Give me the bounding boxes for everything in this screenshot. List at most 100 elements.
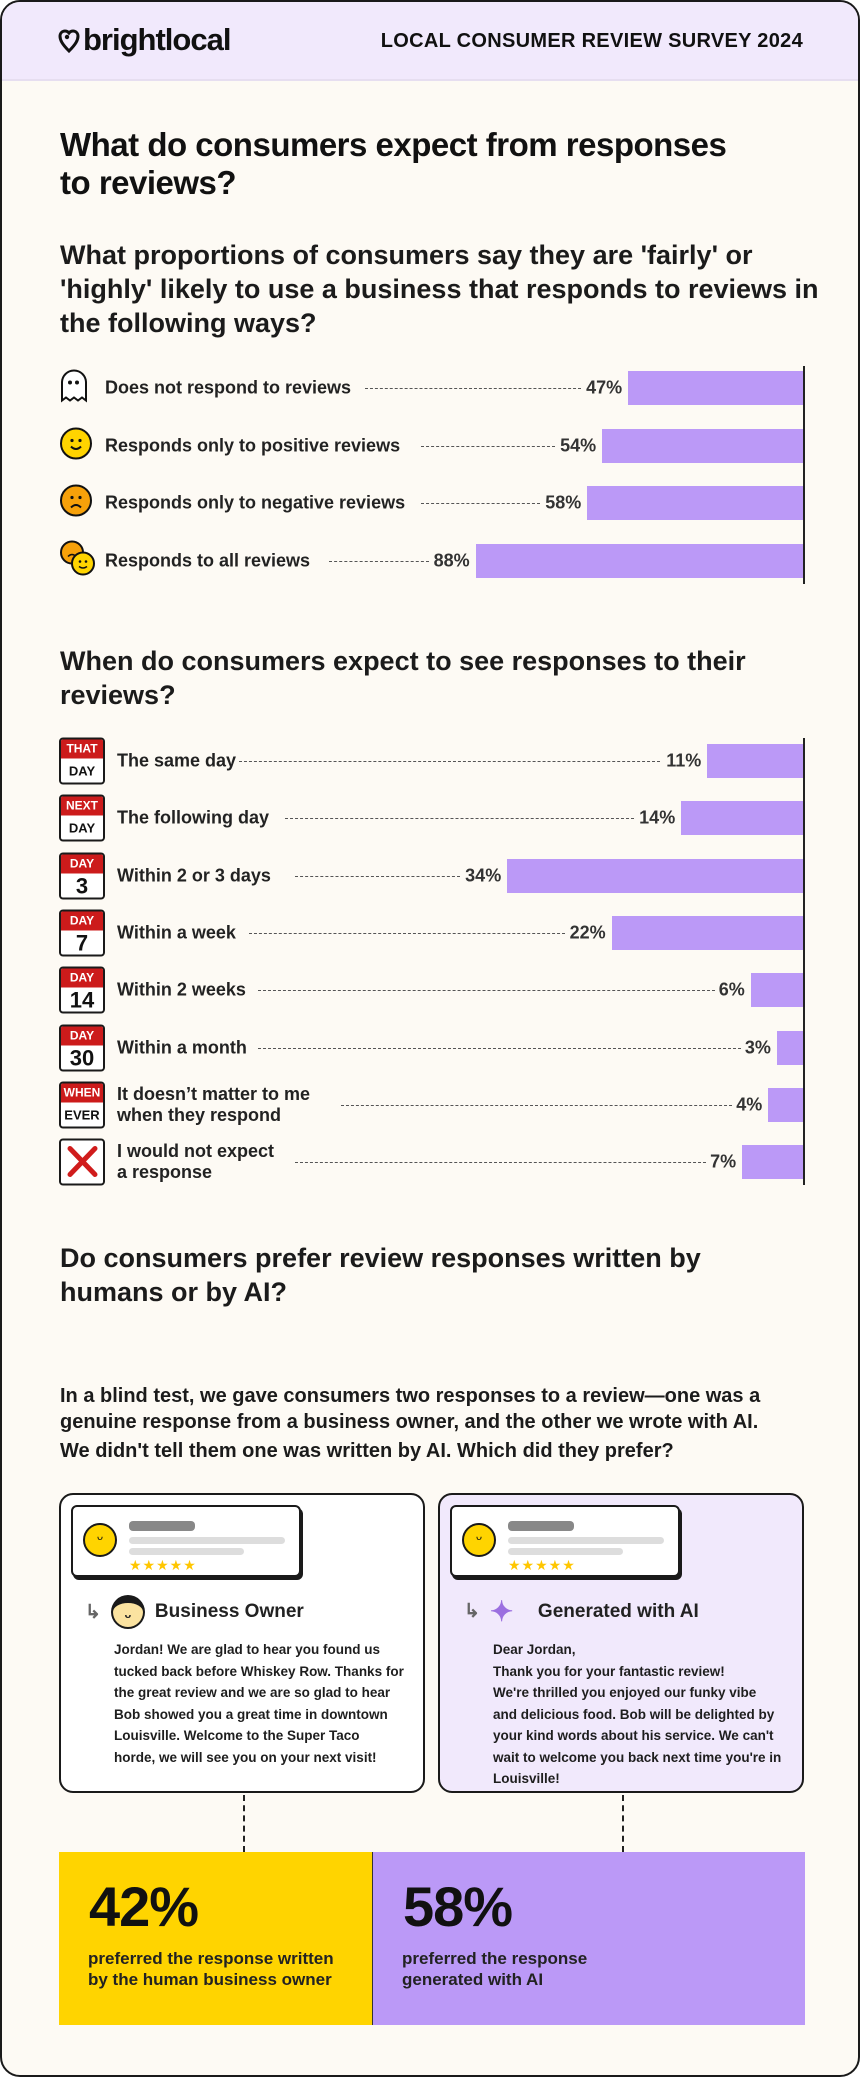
- row-label: Responds to all reviews: [105, 551, 310, 572]
- bar: [628, 371, 803, 405]
- row-label: Does not respond to reviews: [105, 378, 351, 399]
- calendar-icon: DAY 7: [59, 909, 105, 957]
- frowning-face-icon: [59, 484, 93, 523]
- row-label: I would not expect a response: [117, 1141, 274, 1183]
- reply-arrow-icon: ↳: [464, 1601, 480, 1622]
- calendar-icon: DAY 3: [59, 852, 105, 900]
- chart-row: NEXT DAY The following day 14%: [2, 794, 858, 842]
- human-caption: preferred the response written by the hu…: [88, 1949, 334, 1989]
- response-header: ↳ ✦ Generated with AI: [464, 1595, 699, 1628]
- placeholder-line: [508, 1521, 574, 1531]
- row-label-line: Within 2 or 3 days: [117, 865, 271, 886]
- mixed-faces-icon: [59, 540, 97, 583]
- business-owner-card: ᵕ ★★★★★ ↳ ᵕ Business Owner Jordan! We ar…: [59, 1493, 425, 1793]
- calendar-box: NEXT DAY: [59, 794, 105, 842]
- calendar-top-text: NEXT: [61, 796, 103, 816]
- value-label: 3%: [744, 1037, 771, 1057]
- row-label-line: a response: [117, 1162, 213, 1183]
- calendar-box: DAY 3: [59, 852, 105, 900]
- row-label: Within 2 weeks: [117, 980, 246, 1001]
- main-heading: What do consumers expect from responses …: [60, 126, 727, 201]
- leader-line: [420, 445, 556, 447]
- row-label-line: when they respond: [117, 1104, 282, 1125]
- value-label: 14%: [639, 807, 676, 828]
- calendar-top-text: WHEN: [61, 1083, 103, 1103]
- calendar-top-text: DAY: [61, 1026, 103, 1045]
- ghost-icon: [59, 369, 89, 408]
- calendar-top-text: DAY: [61, 968, 103, 988]
- row-label-line: Responds only to negative reviews: [105, 492, 406, 513]
- leader-line: [420, 503, 541, 505]
- value-label: 54%: [560, 435, 597, 456]
- row-label-line: Within a week: [117, 922, 236, 943]
- bar: [587, 486, 803, 521]
- row-label: The following day: [117, 808, 269, 829]
- row-label-line: The following day: [117, 807, 269, 828]
- row-label-line: Within a month: [117, 1037, 247, 1057]
- business-owner-avatar-icon: ᵕ: [110, 1595, 145, 1629]
- axis-line: [803, 366, 805, 584]
- calendar-bottom-text: 3: [75, 873, 89, 899]
- calendar-box: DAY 30: [59, 1024, 105, 1071]
- row-label: Within a month: [117, 1037, 247, 1058]
- bar: [768, 1087, 803, 1122]
- placeholder-line: [508, 1537, 664, 1544]
- leader-line: [365, 388, 582, 389]
- row-label-line: Responds only to positive reviews: [105, 435, 401, 456]
- leader-line: [328, 561, 429, 563]
- ai-question: We didn't tell them one was written by A…: [60, 1440, 674, 1462]
- star-rating: ★★★★★: [129, 1557, 197, 1573]
- location-heart-icon: [58, 29, 80, 53]
- calendar-icon: THAT DAY: [59, 737, 105, 785]
- ai-section-heading: Do consumers prefer review responses wri…: [60, 1243, 701, 1307]
- review-preview: ᵕ ★★★★★: [71, 1505, 301, 1577]
- value-label: 88%: [433, 550, 470, 571]
- calendar-top-text: THAT: [61, 739, 103, 759]
- value-label: 11%: [666, 750, 702, 771]
- bar: [742, 1145, 803, 1180]
- calendar-top-text: DAY: [61, 911, 103, 931]
- human-result: 42% preferred the response written by th…: [59, 1852, 372, 2025]
- chart-row: DAY 3 Within 2 or 3 days 34%: [2, 852, 858, 900]
- reviewer-smiley-icon: ᵕ: [83, 1523, 117, 1557]
- bar: [707, 744, 803, 778]
- ai-caption: preferred the response generated with AI: [402, 1949, 588, 1989]
- calendar-top-text: DAY: [61, 854, 103, 874]
- row-label-line: I would not expect: [117, 1141, 275, 1162]
- chart-row: Responds only to negative reviews 58%: [2, 483, 858, 523]
- bar: [507, 858, 803, 893]
- calendar-box: DAY 7: [59, 909, 105, 957]
- axis-line: [803, 738, 805, 1185]
- row-label-line: Responds to all reviews: [105, 550, 311, 571]
- calendar-icon: WHEN EVER: [59, 1081, 105, 1129]
- calendar-box: DAY 14: [59, 966, 105, 1014]
- row-label: It doesn’t matter to me when they respond: [117, 1084, 310, 1126]
- survey-title: LOCAL CONSUMER REVIEW SURVEY 2024: [380, 30, 803, 52]
- calendar-box: THAT DAY: [59, 737, 105, 785]
- chart-row: Does not respond to reviews 47%: [2, 368, 858, 408]
- row-label-line: Does not respond to reviews: [105, 377, 352, 398]
- calendar-bottom-text: EVER: [64, 1107, 100, 1123]
- ai-response-line: Thank you for your fantastic review!: [493, 1663, 725, 1679]
- author-label: Generated with AI: [537, 1600, 699, 1622]
- ai-result: 58% preferred the response generated wit…: [372, 1852, 805, 2025]
- ai-response-line: Dear Jordan,: [493, 1642, 576, 1657]
- bar: [776, 1030, 803, 1065]
- connector-line: [622, 1795, 624, 1852]
- ai-response-line: We're thrilled you enjoyed our funky vib…: [493, 1685, 782, 1786]
- star-rating: ★★★★★: [508, 1557, 576, 1573]
- chart-row: DAY 30 Within a month 3%: [2, 1024, 858, 1071]
- row-label: Within 2 or 3 days: [117, 865, 271, 886]
- calendar-bottom-text: 14: [69, 987, 95, 1013]
- calendar-bottom-text: 7: [75, 930, 89, 956]
- leader-line: [257, 990, 715, 992]
- row-label: Responds only to positive reviews: [105, 435, 400, 456]
- ai-percentage: 58%: [403, 1875, 513, 1938]
- ai-response-text: Dear Jordan, Thank you for your fantasti…: [493, 1639, 783, 1790]
- placeholder-line: [508, 1548, 623, 1555]
- header: brightlocal LOCAL CONSUMER REVIEW SURVEY…: [2, 2, 858, 81]
- calendar-icon: NEXT DAY: [59, 794, 105, 842]
- leader-line: [294, 875, 461, 877]
- response-header: ↳ ᵕ Business Owner: [85, 1595, 304, 1629]
